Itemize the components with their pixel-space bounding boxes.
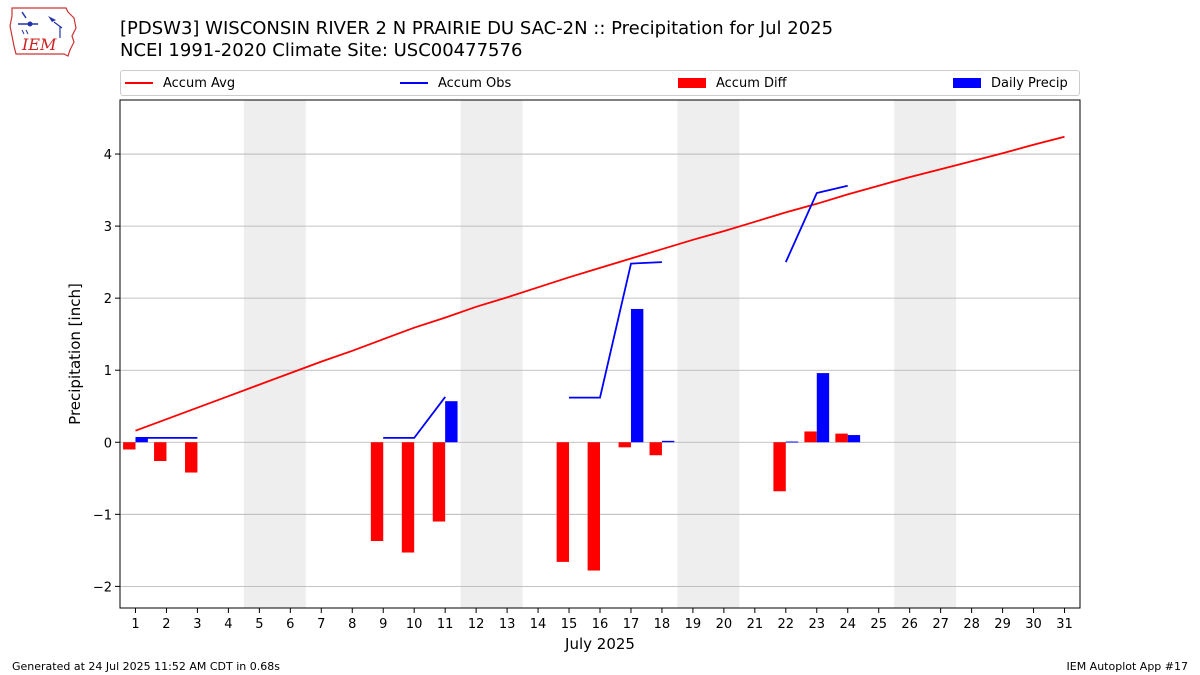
x-tick-label: 27	[932, 617, 949, 632]
x-tick-label: 28	[963, 617, 980, 632]
legend-item-accum-diff: Accum Diff	[678, 74, 787, 92]
accum-diff-bar	[185, 442, 198, 473]
y-tick-label: 2	[104, 292, 112, 307]
accum-diff-bar	[804, 431, 817, 443]
daily-precip-bar	[135, 437, 148, 443]
accum-diff-bar	[649, 442, 662, 456]
x-tick-label: 17	[623, 617, 640, 632]
daily-precip-bar	[630, 308, 644, 443]
footer-app: IEM Autoplot App #17	[1066, 660, 1189, 673]
accum-diff-bar	[556, 442, 570, 562]
accum-obs-line	[383, 396, 446, 439]
x-tick-label: 1	[131, 617, 139, 632]
legend: Accum Avg Accum Obs Accum Diff Daily Pre…	[120, 70, 1080, 96]
x-tick-label: 10	[406, 617, 423, 632]
y-tick-label: 1	[104, 364, 112, 379]
y-axis: −2 −1 0 1 2 3 4	[93, 148, 120, 595]
x-tick-label: 19	[685, 617, 702, 632]
daily-precip-bar	[785, 441, 799, 443]
x-tick-label: 9	[379, 617, 387, 632]
x-tick-label: 16	[592, 617, 609, 632]
x-tick-label: 26	[901, 617, 918, 632]
accum-diff-bar	[123, 442, 136, 450]
x-axis-label: July 2025	[564, 635, 635, 653]
legend-label-daily-precip: Daily Precip	[991, 75, 1068, 91]
legend-item-daily-precip: Daily Precip	[953, 74, 1068, 92]
y-tick-label: −1	[93, 508, 112, 523]
line-series	[135, 135, 1065, 439]
x-tick-label: 21	[747, 617, 764, 632]
x-tick-label: 7	[317, 617, 325, 632]
x-tick-label: 25	[870, 617, 887, 632]
weekend-band-2	[677, 100, 740, 608]
iem-logo: IEM	[9, 7, 77, 57]
chart-subtitle: NCEI 1991-2020 Climate Site: USC00477576	[120, 40, 523, 61]
x-tick-label: 11	[437, 617, 454, 632]
x-tick-label: 2	[162, 617, 170, 632]
y-tick-label: 0	[104, 436, 112, 451]
legend-label-accum-avg: Accum Avg	[163, 75, 236, 91]
x-axis: 1 2 3 4 5 6 7 8 9 10 11 12 13 14 15 16 17 18 19 20 21 22 23 24 2…	[131, 608, 1073, 632]
x-tick-label: 20	[716, 617, 733, 632]
footer-generated: Generated at 24 Jul 2025 11:52 AM CDT in…	[12, 660, 280, 673]
accum-diff-bar	[618, 442, 631, 448]
daily-precip-bar	[816, 373, 830, 443]
iowa-state-weather-logo-icon	[9, 7, 77, 57]
legend-swatch-daily-precip	[953, 78, 981, 88]
y-tick-label: 4	[104, 148, 112, 163]
y-gridlines	[120, 153, 1080, 587]
x-tick-label: 5	[255, 617, 263, 632]
weekend-band-0	[243, 100, 306, 608]
y-tick-label: −2	[93, 580, 112, 595]
weekend-shading	[243, 100, 957, 608]
x-tick-label: 29	[994, 617, 1011, 632]
accum-avg-line	[135, 135, 1065, 432]
x-tick-label: 14	[530, 617, 547, 632]
x-tick-label: 3	[193, 617, 201, 632]
accum-obs-line	[569, 261, 662, 399]
accum-diff-bar	[587, 442, 600, 571]
accum-diff-bar	[401, 442, 415, 553]
y-tick-label: 3	[104, 220, 112, 235]
accum-diff-bar	[370, 442, 384, 541]
x-tick-label: 18	[654, 617, 671, 632]
legend-label-accum-diff: Accum Diff	[716, 75, 787, 91]
accum-diff-bar	[432, 442, 446, 522]
legend-swatch-accum-avg	[125, 82, 153, 84]
daily-precip-bar	[445, 401, 458, 443]
legend-label-accum-obs: Accum Obs	[438, 75, 512, 91]
accum-diff-bar	[835, 433, 848, 443]
y-axis-label: Precipitation [inch]	[66, 283, 84, 425]
x-tick-label: 22	[778, 617, 795, 632]
x-tick-label: 23	[809, 617, 826, 632]
x-tick-label: 12	[468, 617, 485, 632]
accum-diff-bar	[154, 442, 167, 462]
x-tick-label: 31	[1056, 617, 1073, 632]
accum-diff-bar	[773, 442, 786, 492]
daily-precip-bar	[661, 440, 675, 443]
x-tick-label: 15	[561, 617, 578, 632]
x-tick-label: 6	[286, 617, 294, 632]
legend-item-accum-avg: Accum Avg	[125, 74, 235, 92]
daily-precip-bar	[847, 435, 861, 443]
weekend-band-3	[894, 100, 957, 608]
legend-swatch-accum-diff	[678, 78, 706, 88]
weekend-band-1	[460, 100, 523, 608]
bar-series	[123, 308, 861, 571]
chart-title: [PDSW3] WISCONSIN RIVER 2 N PRAIRIE DU S…	[120, 18, 834, 39]
x-tick-label: 30	[1025, 617, 1042, 632]
x-tick-label: 4	[224, 617, 232, 632]
x-tick-label: 8	[348, 617, 356, 632]
legend-item-accum-obs: Accum Obs	[400, 74, 511, 92]
x-tick-label: 13	[499, 617, 516, 632]
accum-obs-line	[784, 184, 848, 263]
x-tick-label: 24	[839, 617, 856, 632]
logo-text: IEM	[21, 35, 57, 54]
legend-swatch-accum-obs	[400, 82, 428, 84]
